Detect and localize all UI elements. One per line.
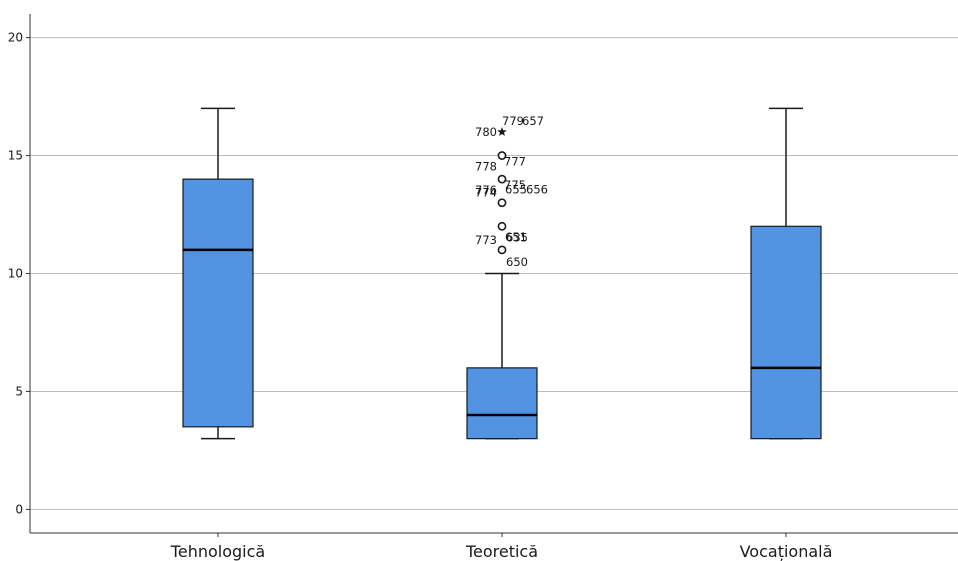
cat-2-outlier-marker-13 bbox=[497, 198, 507, 208]
y-tick-label-5: 5 bbox=[15, 384, 23, 398]
cat-2-outlier-marker-15 bbox=[497, 151, 507, 160]
cat-2-outlier-label-779: 779 bbox=[502, 114, 524, 128]
boxes bbox=[182, 107, 822, 440]
cat-2-x-tick-label: Teoretică bbox=[465, 542, 538, 561]
cat-2-outlier-label-657: 657 bbox=[522, 114, 544, 128]
y-tick-label-20: 20 bbox=[8, 31, 23, 45]
cat-2-outlier-label-774: 774 bbox=[475, 186, 497, 200]
cat-2-outlier-marker-11 bbox=[497, 245, 507, 255]
cat-3-box bbox=[750, 225, 822, 440]
cat-2-outlier-label-778: 778 bbox=[475, 160, 497, 174]
cat-2-outlier-label-775: 775 bbox=[504, 178, 526, 192]
cat-2-box bbox=[466, 367, 538, 440]
cat-2-outlier-label-777: 777 bbox=[504, 155, 526, 169]
y-tick-label-0: 0 bbox=[15, 502, 23, 516]
cat-2-outlier-label-651: 651 bbox=[505, 230, 527, 244]
labels: 0 5 10 15 20 Tehnologică Teoretică 773 651 650 635… bbox=[8, 31, 833, 561]
y-tick-label-15: 15 bbox=[8, 149, 23, 163]
cat-2-outlier-label-655: 655 bbox=[505, 183, 527, 197]
cat-2-outlier-label-635: 635 bbox=[506, 230, 528, 244]
cat-2-outlier-marker-14 bbox=[497, 174, 507, 184]
cat-2-outlier-label-780: 780 bbox=[475, 125, 497, 139]
cat-2-outlier-label-776: 776 bbox=[475, 183, 497, 197]
cat-2-outlier-label-650: 650 bbox=[506, 255, 528, 269]
cat-2-outlier-label-656: 656 bbox=[526, 183, 548, 197]
cat-2-extreme-marker-16 bbox=[497, 126, 507, 136]
axes bbox=[26, 14, 958, 537]
y-tick-label-10: 10 bbox=[8, 267, 23, 281]
cat-1-box bbox=[182, 178, 254, 428]
cat-1-x-tick-label: Tehnologică bbox=[170, 542, 265, 561]
cat-3-x-tick-label: Vocațională bbox=[740, 542, 833, 561]
cat-2-outlier-label-773: 773 bbox=[475, 233, 497, 247]
cat-2-outlier-marker-12 bbox=[497, 221, 507, 231]
